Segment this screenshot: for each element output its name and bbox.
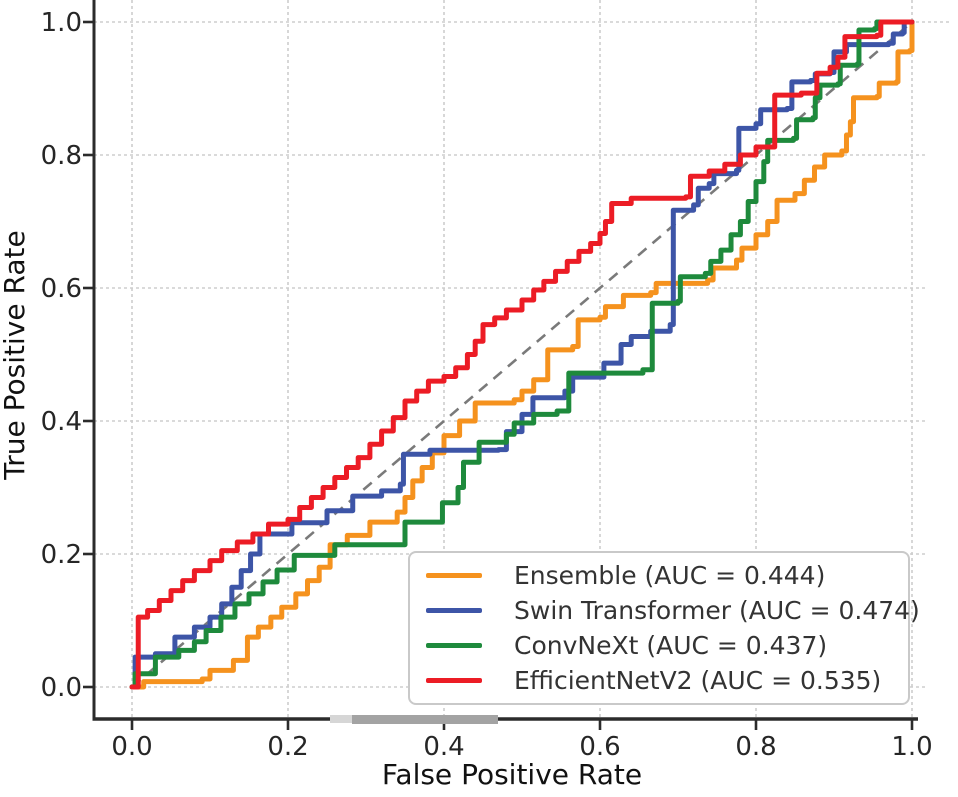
roc-curve-efficientnetv2 <box>129 19 915 690</box>
y-tick-label-0.8: 0.8 <box>41 141 82 171</box>
x-tick-label-1.0: 1.0 <box>891 732 932 762</box>
y-tick-label-0.2: 0.2 <box>41 540 82 570</box>
legend-swatch-swin-transformer <box>426 608 482 613</box>
x-axis-title: False Positive Rate <box>382 758 642 791</box>
legend-label: ConvNeXt (AUC = 0.437) <box>514 631 828 660</box>
y-tick-label-1.0: 1.0 <box>41 8 82 38</box>
x-tick-label-0.2: 0.2 <box>267 732 308 762</box>
gray-bar-artifact-dark <box>352 715 498 724</box>
legend-item-convnext: ConvNeXt (AUC = 0.437) <box>410 629 908 663</box>
x-tick-label-0.8: 0.8 <box>735 732 776 762</box>
legend-swatch-ensemble <box>426 573 482 578</box>
legend-box: Ensemble (AUC = 0.444) Swin Transformer (… <box>408 551 920 705</box>
legend-swatch-efficientnetv2 <box>426 678 482 683</box>
legend-item-swin-transformer: Swin Transformer (AUC = 0.474) <box>410 594 920 628</box>
axes-spines <box>92 0 918 721</box>
legend-item-ensemble: Ensemble (AUC = 0.444) <box>410 559 908 593</box>
legend-label: Ensemble (AUC = 0.444) <box>514 561 826 590</box>
y-axis-title: True Positive Rate <box>0 230 31 480</box>
gray-bar-artifact-light <box>330 715 354 723</box>
tick-labels: 0.0 0.2 0.4 0.6 0.8 1.0 0.0 0.2 0.4 0.6 0.8 1.0 <box>41 8 933 762</box>
y-tick-label-0.0: 0.0 <box>41 673 82 703</box>
legend-label: Swin Transformer (AUC = 0.474) <box>514 596 920 625</box>
legend-item-efficientnetv2: EfficientNetV2 (AUC = 0.535) <box>410 664 908 698</box>
legend-label: EfficientNetV2 (AUC = 0.535) <box>514 666 882 695</box>
x-tick-label-0.4: 0.4 <box>423 732 464 762</box>
roc-curves <box>129 19 915 690</box>
y-tick-label-0.4: 0.4 <box>41 407 82 437</box>
roc-curve-ensemble <box>129 19 915 690</box>
x-tick-label-0.6: 0.6 <box>579 732 620 762</box>
y-tick-label-0.6: 0.6 <box>41 274 82 304</box>
gray-bar-artifact <box>330 715 498 724</box>
x-tick-label-0.0: 0.0 <box>111 732 152 762</box>
roc-curve-convnext <box>129 19 915 690</box>
legend-swatch-convnext <box>426 643 482 648</box>
